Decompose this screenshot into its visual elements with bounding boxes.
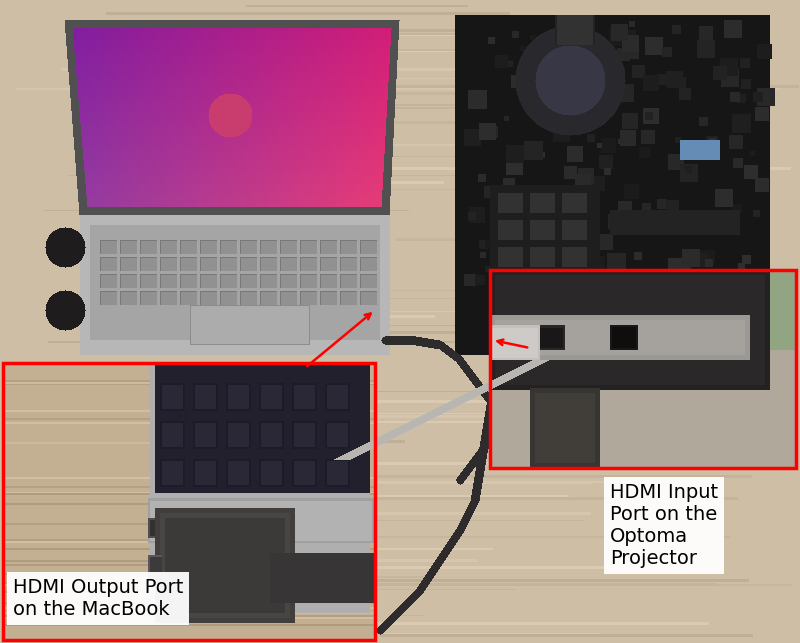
Bar xyxy=(490,270,796,468)
Text: HDMI Input
Port on the
Optoma
Projector: HDMI Input Port on the Optoma Projector xyxy=(610,483,718,568)
Text: HDMI Output Port
on the MacBook: HDMI Output Port on the MacBook xyxy=(13,578,183,619)
Bar xyxy=(3,363,375,640)
